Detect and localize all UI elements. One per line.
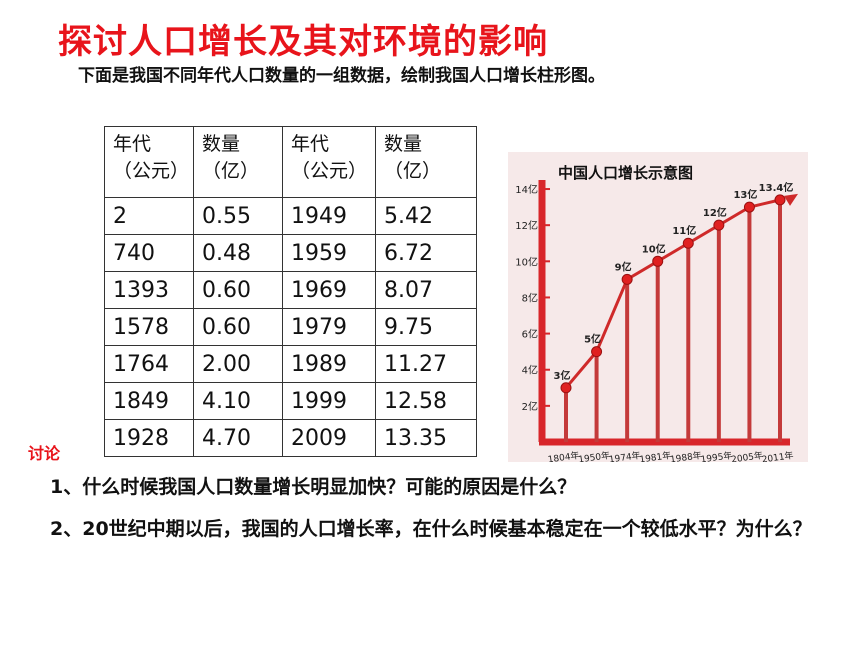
table-row: 1393 0.60 1969 8.07 bbox=[104, 271, 477, 309]
question-2: 2、20世纪中期以后，我国的人口增长率，在什么时候基本稳定在一个较低水平？为什么… bbox=[50, 518, 812, 540]
table-cell: 1928 bbox=[104, 419, 194, 457]
y-tick-label: 12亿 bbox=[515, 219, 538, 232]
data-point bbox=[774, 194, 786, 206]
table-header-cell: 年代 （公元） bbox=[282, 126, 376, 198]
y-tick-label: 10亿 bbox=[515, 255, 538, 268]
y-tick-label: 2亿 bbox=[522, 400, 538, 413]
table-cell: 11.27 bbox=[375, 345, 477, 383]
table-cell: 1999 bbox=[282, 382, 376, 420]
data-label: 3亿 bbox=[554, 369, 571, 382]
table-cell: 1959 bbox=[282, 234, 376, 272]
table-cell: 6.72 bbox=[375, 234, 477, 272]
y-tick-label: 6亿 bbox=[522, 328, 538, 341]
table-cell: 1578 bbox=[104, 308, 194, 346]
table-cell: 2 bbox=[104, 197, 194, 235]
chart-title: 中国人口增长示意图 bbox=[558, 164, 693, 182]
table-cell: 1764 bbox=[104, 345, 194, 383]
table-cell: 1989 bbox=[282, 345, 376, 383]
discussion-label: 讨论 bbox=[28, 444, 61, 463]
series-line bbox=[564, 198, 781, 389]
table-cell: 1979 bbox=[282, 308, 376, 346]
table-cell: 9.75 bbox=[375, 308, 477, 346]
data-label: 13.4亿 bbox=[759, 181, 794, 194]
y-tick-label: 4亿 bbox=[522, 364, 538, 377]
data-label: 9亿 bbox=[615, 260, 632, 273]
data-point bbox=[713, 219, 725, 231]
data-point bbox=[621, 273, 633, 285]
table-cell: 1849 bbox=[104, 382, 194, 420]
table-cell: 4.10 bbox=[193, 382, 283, 420]
table-header-cell: 数量 （亿） bbox=[375, 126, 477, 198]
slide-subtitle: 下面是我国不同年代人口数量的一组数据，绘制我国人口增长柱形图。 bbox=[78, 66, 605, 86]
table-cell: 2009 bbox=[282, 419, 376, 457]
data-point bbox=[682, 237, 694, 249]
slide-title: 探讨人口增长及其对环境的影响 bbox=[58, 22, 548, 62]
table-header-row: 年代 （公元） 数量 （亿） 年代 （公元） 数量 （亿） bbox=[104, 126, 477, 198]
y-tick-label: 8亿 bbox=[522, 291, 538, 304]
table-cell: 8.07 bbox=[375, 271, 477, 309]
question-1: 1、什么时候我国人口数量增长明显加快？可能的原因是什么？ bbox=[50, 476, 577, 498]
table-cell: 740 bbox=[104, 234, 194, 272]
table-cell: 1949 bbox=[282, 197, 376, 235]
y-tick-label: 14亿 bbox=[515, 183, 538, 196]
table-cell: 4.70 bbox=[193, 419, 283, 457]
table-cell: 1969 bbox=[282, 271, 376, 309]
table-header-cell: 数量 （亿） bbox=[193, 126, 283, 198]
table-row: 1928 4.70 2009 13.35 bbox=[104, 419, 477, 457]
table-cell: 2.00 bbox=[193, 345, 283, 383]
table-cell: 0.60 bbox=[193, 271, 283, 309]
table-cell: 0.55 bbox=[193, 197, 283, 235]
table-header-cell: 年代 （公元） bbox=[104, 126, 194, 198]
table-cell: 1393 bbox=[104, 271, 194, 309]
data-label: 5亿 bbox=[584, 333, 601, 346]
data-point bbox=[743, 201, 755, 213]
table-row: 1849 4.10 1999 12.58 bbox=[104, 382, 477, 420]
data-point bbox=[652, 255, 664, 267]
table-cell: 5.42 bbox=[375, 197, 477, 235]
arrow-head bbox=[784, 193, 798, 206]
population-table: 年代 （公元） 数量 （亿） 年代 （公元） 数量 （亿） 2 0.55 1949 5.42 … bbox=[104, 126, 477, 457]
table-cell: 0.60 bbox=[193, 308, 283, 346]
data-label: 12亿 bbox=[703, 206, 727, 219]
table-cell: 13.35 bbox=[375, 419, 477, 457]
table-cell: 12.58 bbox=[375, 382, 477, 420]
table-cell: 0.48 bbox=[193, 234, 283, 272]
table-row: 740 0.48 1959 6.72 bbox=[104, 234, 477, 272]
table-row: 2 0.55 1949 5.42 bbox=[104, 197, 477, 235]
table-row: 1764 2.00 1989 11.27 bbox=[104, 345, 477, 383]
data-label: 10亿 bbox=[642, 242, 666, 255]
data-label: 11亿 bbox=[672, 224, 696, 237]
population-growth-chart: 中国人口增长示意图 2亿 4亿 6亿 8亿 10亿 12亿 14亿 3亿 5亿 9亿 10亿 11亿… bbox=[508, 152, 808, 462]
data-point bbox=[591, 346, 603, 358]
table-row: 1578 0.60 1979 9.75 bbox=[104, 308, 477, 346]
data-label: 13亿 bbox=[733, 188, 757, 201]
data-point bbox=[560, 382, 572, 394]
